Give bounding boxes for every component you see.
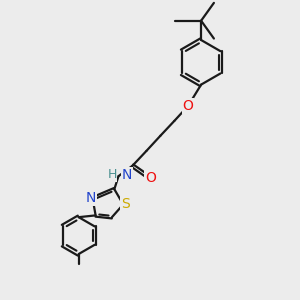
- Text: N: N: [122, 168, 132, 182]
- Text: H: H: [107, 168, 117, 181]
- Text: O: O: [183, 99, 194, 113]
- Text: N: N: [86, 190, 96, 205]
- Text: S: S: [121, 197, 130, 212]
- Text: O: O: [146, 171, 156, 184]
